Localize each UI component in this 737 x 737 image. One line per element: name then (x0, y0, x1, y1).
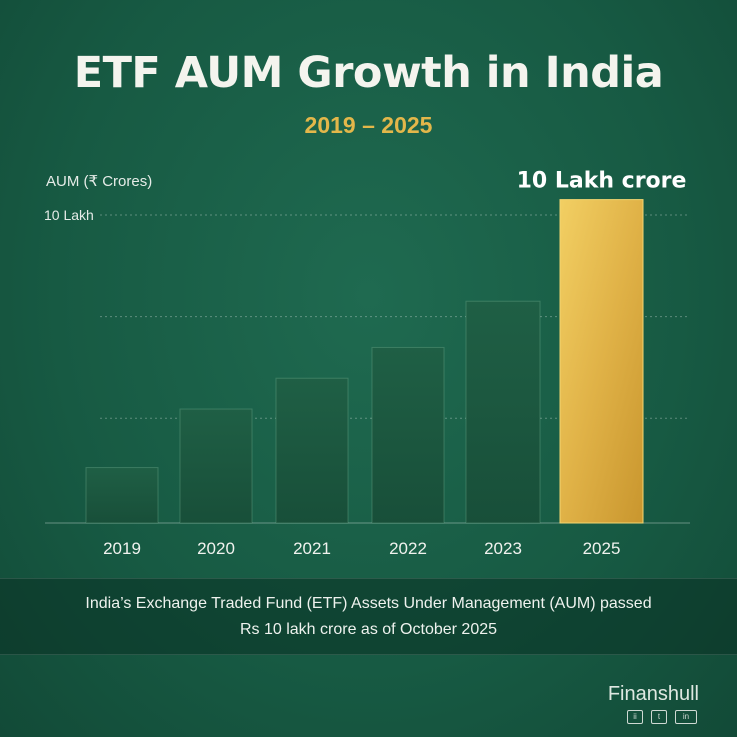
caption-line-1: India’s Exchange Traded Fund (ETF) Asset… (85, 595, 652, 612)
x-tick-label: 2020 (197, 539, 235, 558)
twitter-icon[interactable]: t (651, 710, 667, 724)
x-tick-label: 2023 (484, 539, 522, 558)
bar-2022 (371, 346, 445, 524)
bar-2019 (85, 467, 159, 524)
x-tick-label: 2022 (389, 539, 427, 558)
bar-2023 (465, 300, 541, 524)
bar-2020 (179, 408, 253, 524)
chart-title: ETF AUM Growth in India (73, 48, 664, 98)
instagram-icon[interactable]: ii (627, 710, 643, 724)
brand-logo: Finanshull (607, 683, 699, 705)
y-axis-label: AUM (₹ Crores) (46, 173, 153, 190)
x-tick-label: 2021 (293, 539, 331, 558)
caption-line-2: Rs 10 lakh crore as of October 2025 (239, 621, 498, 638)
x-tick-label: 2019 (103, 539, 141, 558)
linkedin-icon[interactable]: in (675, 710, 697, 724)
bar-2021 (275, 377, 349, 524)
chart-subtitle: 2019 – 2025 (304, 112, 433, 138)
bar-2025 (559, 199, 644, 524)
x-tick-label: 2025 (583, 539, 621, 558)
social-icons: ii t in (627, 710, 697, 724)
data-label-highlight: 10 Lakh crore (517, 169, 687, 194)
y-tick-label: 10 Lakh (44, 207, 94, 223)
caption-band: India’s Exchange Traded Fund (ETF) Asset… (0, 578, 737, 655)
